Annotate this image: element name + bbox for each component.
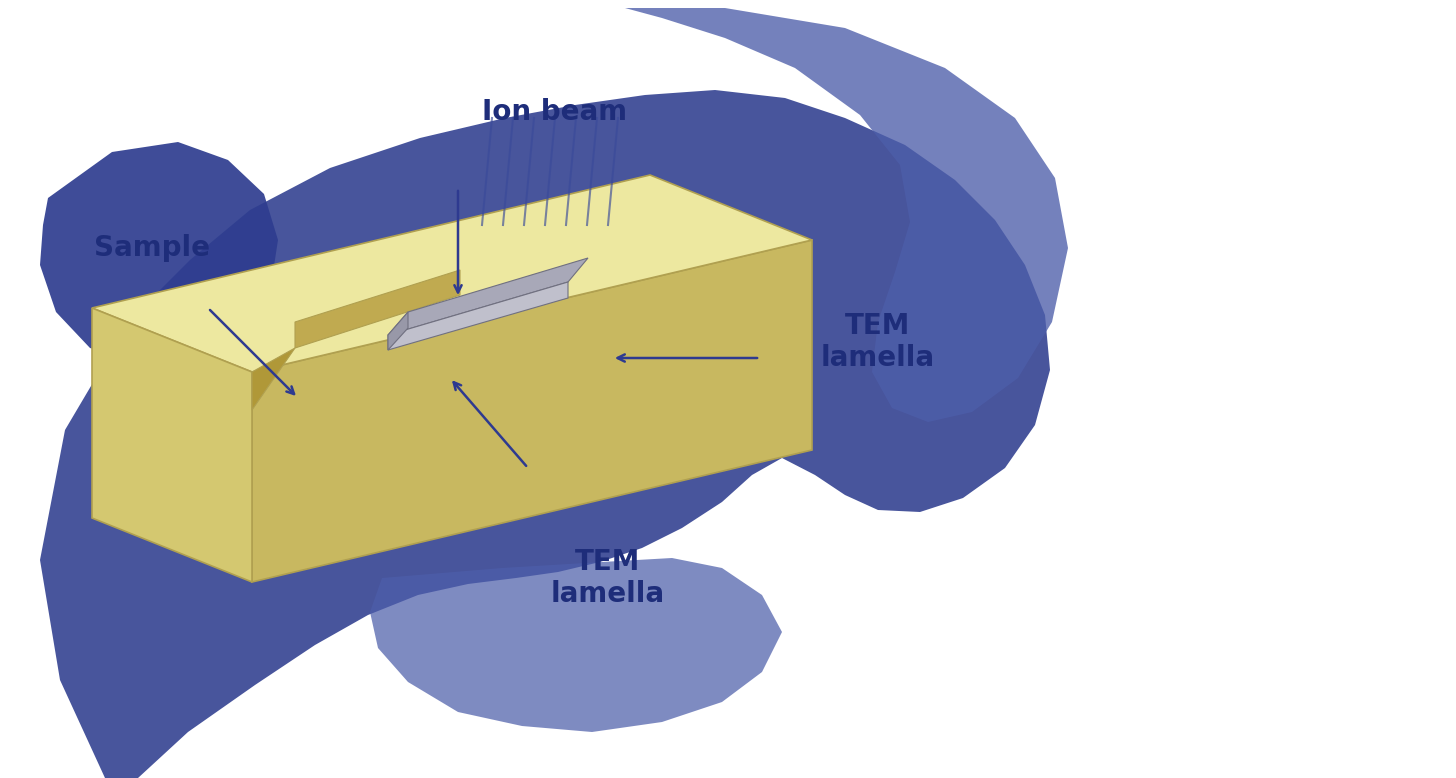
Polygon shape xyxy=(370,558,782,732)
Polygon shape xyxy=(387,282,568,350)
Text: TEM
lamella: TEM lamella xyxy=(821,312,935,372)
Polygon shape xyxy=(92,175,812,372)
Polygon shape xyxy=(625,8,1069,422)
Text: Ion beam: Ion beam xyxy=(482,98,628,126)
Polygon shape xyxy=(252,348,296,410)
Polygon shape xyxy=(92,308,252,582)
Text: Sample: Sample xyxy=(95,234,210,262)
Polygon shape xyxy=(252,240,812,582)
Polygon shape xyxy=(39,142,278,364)
Polygon shape xyxy=(387,258,588,335)
Polygon shape xyxy=(296,270,460,348)
Polygon shape xyxy=(39,90,1050,778)
Polygon shape xyxy=(387,312,408,350)
Text: TEM
lamella: TEM lamella xyxy=(550,548,665,608)
